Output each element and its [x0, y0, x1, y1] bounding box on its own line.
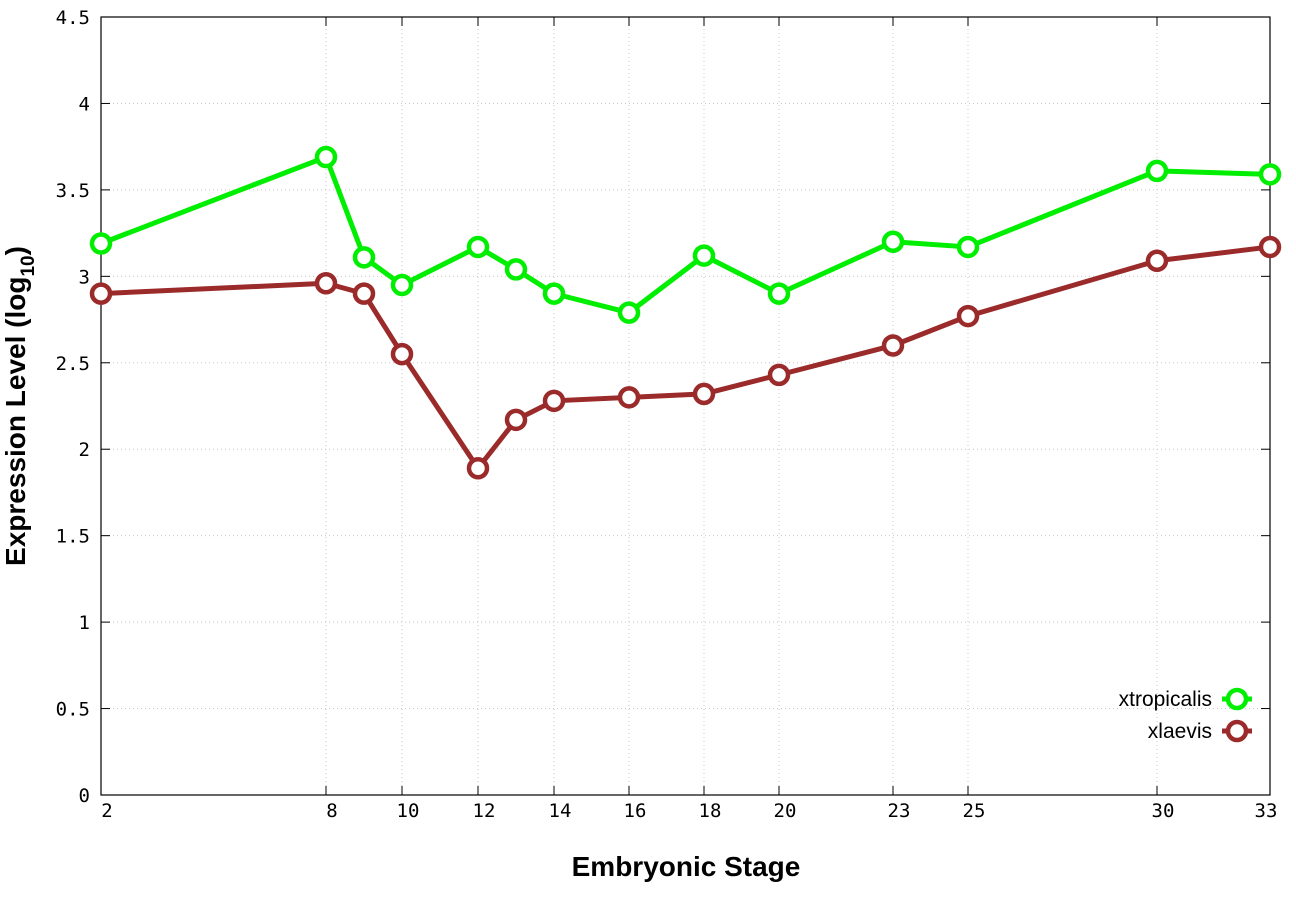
plot-frame: [100, 16, 1271, 796]
y-tick-label: 4.5: [56, 7, 90, 29]
y-tick-label: 2.5: [56, 353, 90, 375]
series-xlaevis: [89, 235, 1282, 480]
axis-ticks: 0 0.5 1 1.5 2 2.5 3 3.5 4 4.5 2 8 10 12 14 16 18 20 23 25 30…: [56, 7, 1278, 822]
y-tick-label: 3.5: [56, 180, 90, 202]
data-point: [89, 282, 113, 305]
x-tick-label: 30: [1152, 800, 1175, 822]
x-axis-title: Embryonic Stage: [572, 851, 801, 882]
data-point: [352, 282, 376, 305]
data-point: [466, 456, 490, 480]
data-point: [314, 145, 338, 169]
data-point: [504, 258, 528, 281]
legend-item: xlaevis: [1148, 719, 1252, 743]
x-tick-label: 8: [326, 800, 337, 822]
data-point: [1258, 163, 1282, 186]
x-tick-label: 2: [101, 800, 112, 822]
data-series: [89, 145, 1282, 480]
y-axis-title: Expression Level (log10): [0, 246, 39, 566]
x-tick-label: 20: [774, 800, 797, 822]
legend-item: xtropicalis: [1119, 687, 1252, 711]
data-point: [314, 271, 338, 295]
y-tick-label: 4: [79, 93, 90, 115]
data-point: [692, 382, 716, 406]
data-point: [767, 282, 791, 305]
data-point: [504, 408, 528, 432]
series-line: [100, 154, 1271, 316]
data-point: [466, 235, 490, 259]
data-point: [1258, 235, 1282, 259]
x-tick-label: 25: [963, 800, 986, 822]
x-tick-label: 23: [888, 800, 911, 822]
legend-label: xlaevis: [1148, 720, 1212, 743]
legend-label: xtropicalis: [1119, 688, 1212, 711]
x-tick-label: 10: [397, 800, 420, 822]
data-point: [542, 282, 566, 305]
x-tick-label: 33: [1255, 800, 1278, 822]
x-tick-label: 12: [473, 800, 496, 822]
x-tick-label: 16: [624, 800, 647, 822]
data-point: [692, 244, 716, 267]
legend: xtropicalis xlaevis: [1119, 687, 1252, 743]
data-point: [352, 246, 376, 269]
data-point: [390, 342, 414, 366]
data-point: [390, 273, 414, 297]
y-axis-title-main: Expression Level (log: [0, 277, 31, 566]
series-xtropicalis: [89, 145, 1282, 324]
y-tick-label: 3: [79, 266, 90, 288]
data-point: [617, 301, 641, 324]
data-point: [767, 363, 791, 387]
data-point: [617, 386, 641, 409]
data-point: [881, 230, 905, 254]
data-point: [1145, 249, 1169, 273]
y-tick-label: 1: [79, 612, 90, 634]
data-point: [956, 235, 980, 259]
x-tick-label: 14: [549, 800, 572, 822]
series-line: [100, 244, 1271, 471]
legend-swatch-marker: [1225, 687, 1249, 711]
data-point: [1145, 159, 1169, 183]
y-tick-label: 1.5: [56, 526, 90, 548]
y-axis-title-subscript: 10: [18, 255, 39, 276]
y-tick-label: 2: [79, 439, 90, 461]
y-tick-label: 0: [79, 785, 90, 807]
y-axis-title-close: ): [0, 246, 31, 255]
legend-swatch-marker: [1225, 719, 1249, 743]
data-point: [881, 334, 905, 357]
data-point: [956, 304, 980, 328]
data-point: [89, 232, 113, 255]
data-point: [542, 389, 566, 413]
y-tick-label: 0.5: [56, 699, 90, 721]
grid-lines: [101, 17, 1270, 795]
x-tick-label: 18: [699, 800, 722, 822]
